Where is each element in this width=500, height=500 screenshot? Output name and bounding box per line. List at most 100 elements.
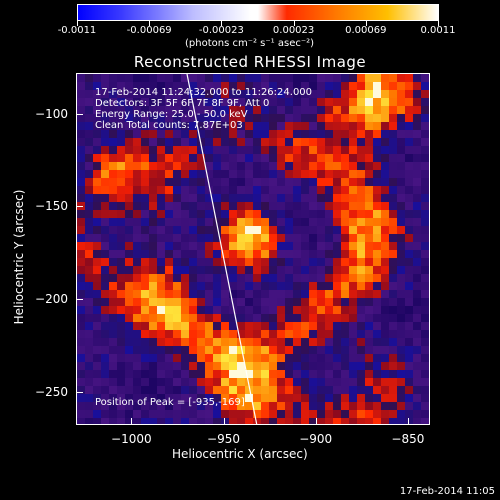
heatmap-cell xyxy=(181,234,190,243)
heatmap-cell xyxy=(325,194,334,203)
heatmap-cell xyxy=(365,218,374,227)
heatmap-cell xyxy=(165,106,174,115)
heatmap-cell xyxy=(197,242,206,251)
heatmap-cell xyxy=(173,322,182,331)
heatmap-cell xyxy=(277,98,286,107)
heatmap-cell xyxy=(149,154,158,163)
heatmap-cell xyxy=(181,82,190,91)
heatmap-cell xyxy=(157,186,166,195)
heatmap-cell xyxy=(125,170,134,179)
heatmap-cell xyxy=(205,146,214,155)
heatmap-cell xyxy=(221,322,230,331)
heatmap-cell xyxy=(85,218,94,227)
heatmap-cell xyxy=(229,418,238,424)
heatmap-cell xyxy=(397,194,406,203)
heatmap-cell xyxy=(245,170,254,179)
heatmap-cell xyxy=(213,362,222,371)
heatmap-cell xyxy=(101,210,110,219)
heatmap-cell xyxy=(269,106,278,115)
heatmap-cell xyxy=(317,410,326,419)
heatmap-cell xyxy=(173,194,182,203)
heatmap-cell xyxy=(413,122,422,131)
heatmap-cell xyxy=(181,258,190,267)
heatmap-cell xyxy=(221,146,230,155)
heatmap-cell xyxy=(109,210,118,219)
heatmap-cell xyxy=(221,202,230,211)
heatmap-cell xyxy=(157,74,166,83)
heatmap-cell xyxy=(373,346,382,355)
heatmap-cell xyxy=(389,314,398,323)
heatmap-cell xyxy=(245,98,254,107)
heatmap-cell xyxy=(165,98,174,107)
heatmap-cell xyxy=(125,338,134,347)
heatmap-cell xyxy=(325,370,334,379)
heatmap-cell xyxy=(237,354,246,363)
heatmap-cell xyxy=(125,298,134,307)
heatmap-cell xyxy=(157,146,166,155)
heatmap-cell xyxy=(309,74,318,83)
heatmap-cell xyxy=(189,218,198,227)
heatmap-cell xyxy=(269,274,278,283)
heatmap-cell xyxy=(421,210,429,219)
heatmap-cell xyxy=(357,362,366,371)
heatmap-cell xyxy=(373,194,382,203)
heatmap-cell xyxy=(341,274,350,283)
heatmap-cell xyxy=(181,378,190,387)
heatmap-cell xyxy=(301,106,310,115)
heatmap-cell xyxy=(349,298,358,307)
heatmap-cell xyxy=(397,266,406,275)
heatmap-cell xyxy=(109,418,118,424)
x-tick-label: −850 xyxy=(391,432,425,446)
heatmap-cell xyxy=(341,266,350,275)
heatmap-cell xyxy=(205,354,214,363)
heatmap-cell xyxy=(365,98,374,107)
heatmap-cell xyxy=(389,330,398,339)
heatmap-cell xyxy=(253,162,262,171)
heatmap-cell xyxy=(253,322,262,331)
heatmap-cell xyxy=(245,282,254,291)
heatmap-cell xyxy=(413,106,422,115)
heatmap-cell xyxy=(141,154,150,163)
heatmap-cell xyxy=(349,82,358,91)
heatmap-cell xyxy=(381,346,390,355)
heatmap-cell xyxy=(309,346,318,355)
heatmap-cell xyxy=(301,98,310,107)
heatmap-cell xyxy=(365,346,374,355)
heatmap-cell xyxy=(397,354,406,363)
heatmap-cell xyxy=(133,194,142,203)
heatmap-cell xyxy=(381,122,390,131)
heatmap-cell xyxy=(157,386,166,395)
heatmap-cell xyxy=(77,394,86,403)
heatmap-cell xyxy=(277,370,286,379)
heatmap-cell xyxy=(365,378,374,387)
heatmap-cell xyxy=(189,82,198,91)
heatmap-cell xyxy=(277,314,286,323)
heatmap-cell xyxy=(373,146,382,155)
heatmap-cell xyxy=(333,146,342,155)
heatmap-cell xyxy=(173,122,182,131)
heatmap-cell xyxy=(133,98,142,107)
heatmap-cell xyxy=(357,74,366,83)
heatmap-cell xyxy=(149,178,158,187)
heatmap-cell xyxy=(101,178,110,187)
heatmap-cell xyxy=(149,330,158,339)
heatmap-cell xyxy=(373,162,382,171)
heatmap-cell xyxy=(373,266,382,275)
heatmap-cell xyxy=(261,122,270,131)
heatmap-cell xyxy=(381,402,390,411)
heatmap-cell xyxy=(277,346,286,355)
heatmap-cell xyxy=(101,338,110,347)
heatmap-cell xyxy=(333,130,342,139)
heatmap-cell xyxy=(357,402,366,411)
heatmap-cell xyxy=(285,346,294,355)
heatmap-cell xyxy=(141,362,150,371)
heatmap-cell xyxy=(213,122,222,131)
x-axis-label: Heliocentric X (arcsec) xyxy=(172,447,308,461)
heatmap-cell xyxy=(77,218,86,227)
heatmap-cell xyxy=(277,114,286,123)
heatmap-cell xyxy=(253,186,262,195)
heatmap-cell xyxy=(101,170,110,179)
heatmap-cell xyxy=(165,114,174,123)
y-tick-label: −100 xyxy=(35,106,68,121)
heatmap-cell xyxy=(93,138,102,147)
